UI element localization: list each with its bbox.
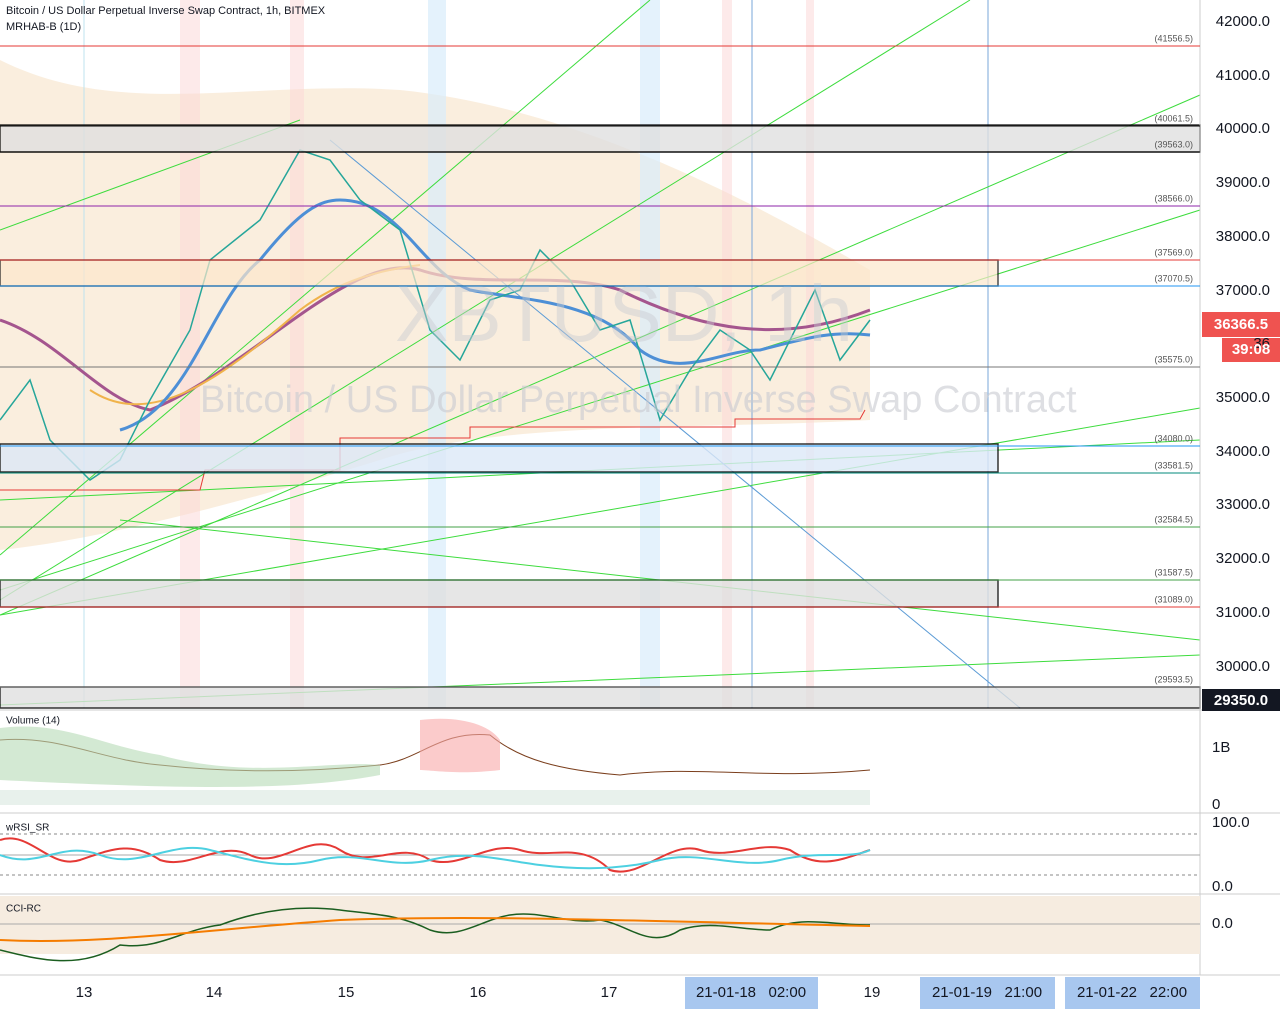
level-label: (40061.5): [1154, 113, 1193, 123]
time-label: 15: [338, 984, 355, 1001]
time-highlight: 21-01-18 02:00: [696, 984, 806, 1001]
pane-label[interactable]: Volume (14): [6, 716, 60, 727]
pane-axis-label: 1B: [1212, 739, 1230, 756]
pane-label[interactable]: CCI-RC: [6, 904, 41, 915]
time-label: 19: [864, 984, 881, 1001]
level-label: (35575.0): [1154, 354, 1193, 364]
last-price: 36366.5: [1214, 316, 1268, 333]
time-highlight: 21-01-22 22:00: [1077, 984, 1187, 1001]
symbol-title[interactable]: Bitcoin / US Dollar Perpetual Inverse Sw…: [6, 5, 326, 17]
level-label: (39563.0): [1154, 139, 1193, 149]
hidden-tick: 36: [1253, 335, 1270, 352]
level-label: (37070.5): [1154, 273, 1193, 283]
time-label: 14: [206, 984, 223, 1001]
time-label: 13: [76, 984, 93, 1001]
watermark-description: Bitcoin / US Dollar Perpetual Inverse Sw…: [200, 379, 1077, 421]
price-tick-label: 33000.0: [1216, 496, 1270, 513]
level-label: (31089.0): [1154, 594, 1193, 604]
dynamic: 42000.0 41000.0 40000.0 39000.0 38000.0 37000…: [0, 13, 1270, 1001]
pane-axis-label: 0: [1212, 796, 1220, 813]
pane-label[interactable]: wRSI_SR: [5, 823, 49, 834]
watermark-ticker: XBTUSD, 1h: [395, 269, 853, 358]
price-tick-label: 32000.0: [1216, 550, 1270, 567]
price-tick-label: 41000.0: [1216, 67, 1270, 84]
level-label: (38566.0): [1154, 193, 1193, 203]
price-tick-label: 42000.0: [1216, 13, 1270, 30]
time-label: 16: [470, 984, 487, 1001]
price-tick-label: 35000.0: [1216, 389, 1270, 406]
pane-axis-label: 0.0: [1212, 915, 1233, 932]
time-highlight: 21-01-19 21:00: [932, 984, 1042, 1001]
countdown: 39:08: [1232, 341, 1270, 358]
level-label: (29593.5): [1154, 674, 1193, 684]
price-tick-label: 31000.0: [1216, 604, 1270, 621]
cursor-price: 29350.0: [1214, 692, 1268, 709]
price-tick-label: 34000.0: [1216, 443, 1270, 460]
pane-axis-label: 100.0: [1212, 814, 1250, 831]
level-label: (41556.5): [1154, 33, 1193, 43]
price-tick-label: 37000.0: [1216, 282, 1270, 299]
indicator-title[interactable]: MRHAB-B (1D): [6, 21, 81, 33]
time-label: 17: [601, 984, 618, 1001]
price-tick-label: 39000.0: [1216, 174, 1270, 191]
level-label: (33581.5): [1154, 460, 1193, 470]
level-label: (32584.5): [1154, 514, 1193, 524]
pane-axis-label: 0.0: [1212, 878, 1233, 895]
price-tick-label: 40000.0: [1216, 120, 1270, 137]
price-tick-label: 38000.0: [1216, 228, 1270, 245]
level-label: (34080.0): [1154, 433, 1193, 443]
price-tick-label: 30000.0: [1216, 658, 1270, 675]
badge-bg: [1202, 338, 1222, 362]
level-label: (31587.5): [1154, 567, 1193, 577]
level-label: (37569.0): [1154, 247, 1193, 257]
